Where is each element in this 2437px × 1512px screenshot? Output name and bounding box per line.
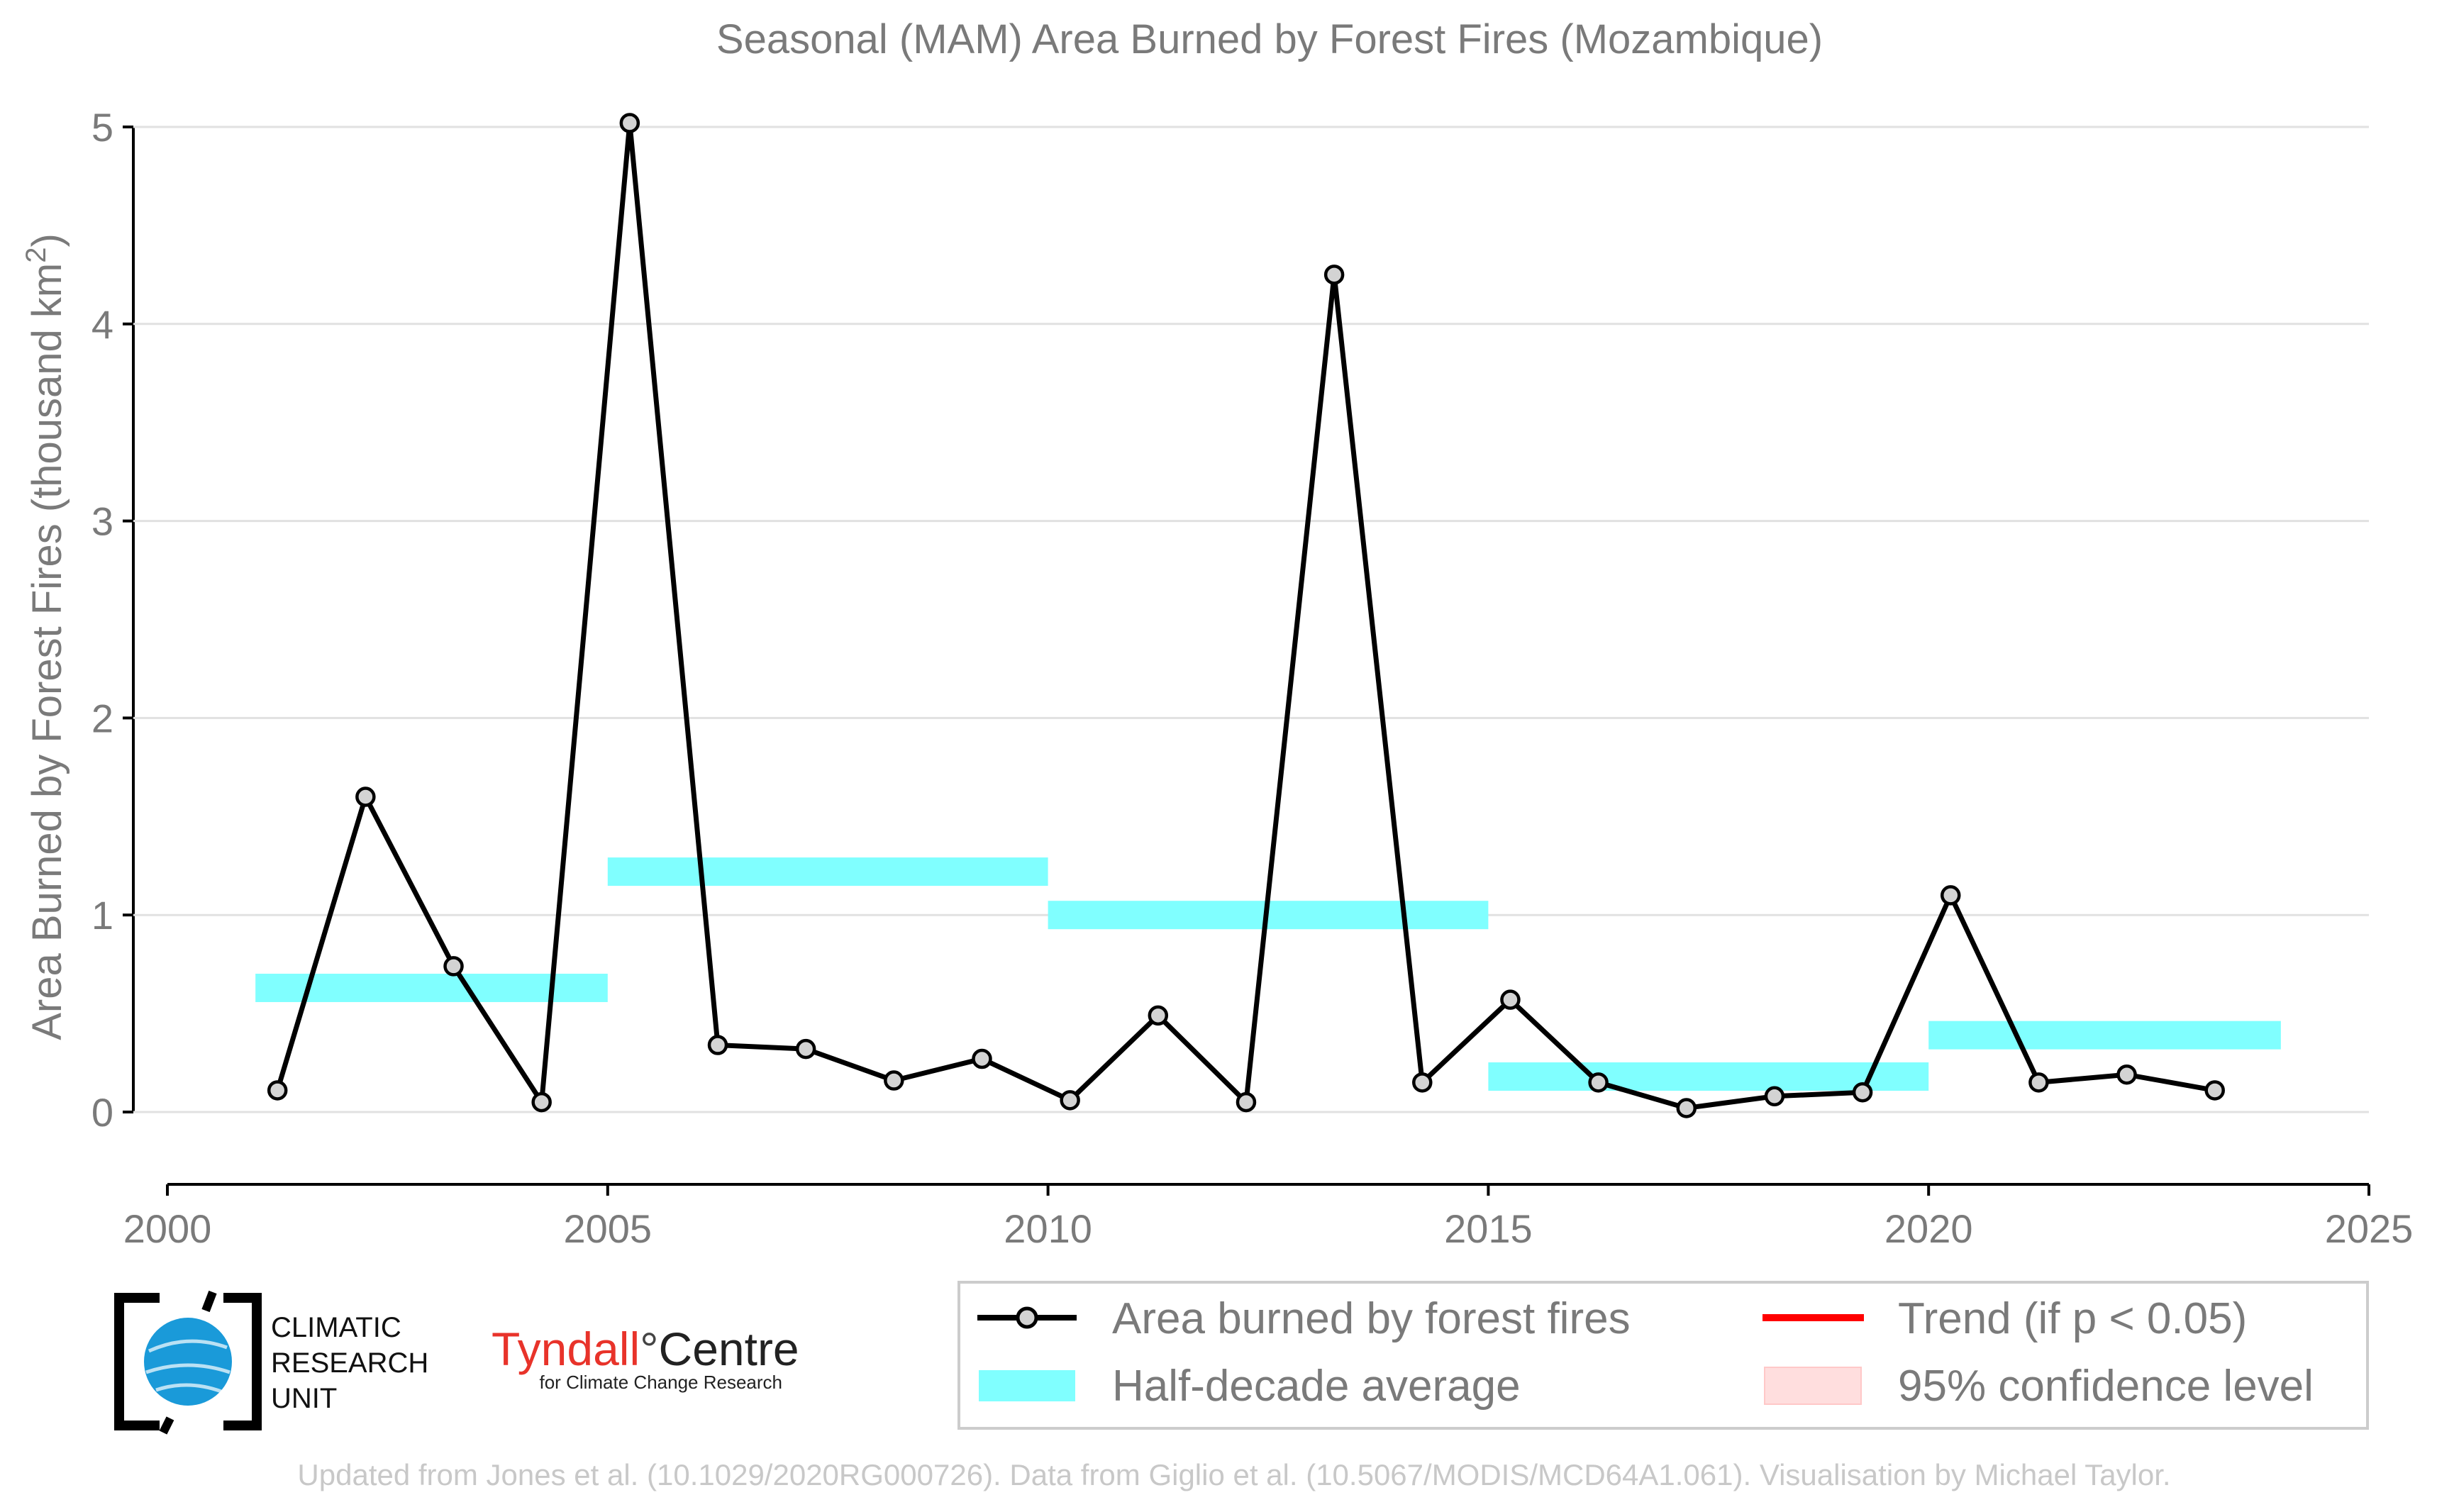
legend-marker-swatch: [1016, 1306, 1038, 1329]
data-point: [795, 1038, 816, 1060]
y-tick-label: 3: [91, 499, 113, 544]
tyndall-logo-centre: Centre: [659, 1323, 799, 1375]
data-point: [707, 1035, 728, 1055]
y-axis-label-tail: ): [24, 233, 70, 247]
cru-logo-line-2: RESEARCH: [271, 1347, 428, 1379]
y-axis-label: Area Burned by Forest Fires (thousand km…: [21, 233, 70, 1040]
data-point: [2116, 1064, 2137, 1085]
data-point: [1500, 989, 1521, 1010]
x-tick-label: 2025: [2325, 1206, 2414, 1251]
globe-icon-lines: [145, 1339, 231, 1394]
series-line: [274, 123, 2216, 1111]
data-point: [1148, 1005, 1169, 1026]
legend-label-ci: 95% confidence level: [1898, 1362, 2314, 1411]
half-decade-average-bar: [1928, 1021, 2281, 1050]
data-point: [1236, 1091, 1257, 1113]
data-point: [884, 1070, 904, 1091]
legend-label-trend: Trend (if p < 0.05): [1898, 1294, 2247, 1343]
x-tick-label: 2005: [564, 1206, 653, 1251]
x-axis: 2000 2005 2010 2015 2020 2025: [123, 1183, 2414, 1251]
cru-logo-line-3: UNIT: [271, 1383, 337, 1414]
tyndall-logo-main: Tyndall: [492, 1323, 640, 1375]
half-decade-average-bar: [607, 857, 1048, 886]
legend-ci-swatch: [1764, 1367, 1862, 1405]
y-axis-label-main: Area Burned by Forest Fires (thousand km: [24, 263, 70, 1040]
tyndall-logo-subtitle: for Climate Change Research: [540, 1372, 783, 1393]
y-tick-label: 5: [91, 105, 113, 150]
cru-logo: CLIMATIC RESEARCH UNIT: [114, 1290, 428, 1435]
gridlines: [132, 126, 2369, 1113]
cru-logo-slash: [159, 1290, 217, 1435]
data-point: [2028, 1072, 2049, 1093]
data-point: [1764, 1086, 1785, 1107]
data-point: [1852, 1082, 1873, 1103]
y-tick-label: 0: [91, 1090, 113, 1135]
cru-logo-line-1: CLIMATIC: [271, 1312, 401, 1343]
data-point: [443, 956, 464, 977]
y-axis-ticks: 0 1 2 3 4 5: [91, 105, 133, 1135]
series-area-burned: [267, 113, 2225, 1118]
data-point: [972, 1048, 992, 1069]
data-point: [619, 113, 640, 133]
legend-box: [957, 1281, 2369, 1430]
data-point: [1412, 1072, 1433, 1093]
data-point: [2204, 1080, 2225, 1101]
data-point: [1940, 885, 1961, 906]
legend-avg-swatch: [979, 1370, 1075, 1401]
tyndall-logo: Tyndall°Centre for Climate Change Resear…: [492, 1323, 799, 1393]
x-tick-label: 2010: [1004, 1206, 1092, 1251]
y-tick-label: 4: [91, 302, 113, 347]
y-tick-label: 1: [91, 893, 113, 938]
tyndall-logo-title: Tyndall°Centre: [492, 1323, 799, 1375]
data-point: [1060, 1090, 1080, 1111]
legend-label-half-decade: Half-decade average: [1112, 1362, 1521, 1411]
footer-credits: Updated from Jones et al. (10.1029/2020R…: [297, 1458, 2170, 1491]
x-tick-label: 2020: [1884, 1206, 1973, 1251]
legend: Area burned by forest fires Half-decade …: [957, 1281, 2369, 1430]
globe-icon: [144, 1318, 232, 1406]
chart-title: Seasonal (MAM) Area Burned by Forest Fir…: [716, 16, 1823, 62]
data-point: [267, 1080, 288, 1101]
x-tick-label: 2000: [123, 1206, 212, 1251]
x-tick-label: 2015: [1444, 1206, 1533, 1251]
data-point: [1323, 265, 1345, 285]
y-axis-label-superscript: 2: [21, 248, 52, 263]
legend-label-area-burned: Area burned by forest fires: [1112, 1294, 1631, 1343]
data-point: [355, 786, 376, 807]
cru-logo-frame: [114, 1293, 262, 1430]
y-tick-label: 2: [91, 696, 113, 740]
tyndall-logo-degree: °: [640, 1323, 658, 1375]
data-point: [531, 1091, 552, 1113]
data-point: [1588, 1072, 1609, 1093]
data-point: [1676, 1098, 1697, 1118]
